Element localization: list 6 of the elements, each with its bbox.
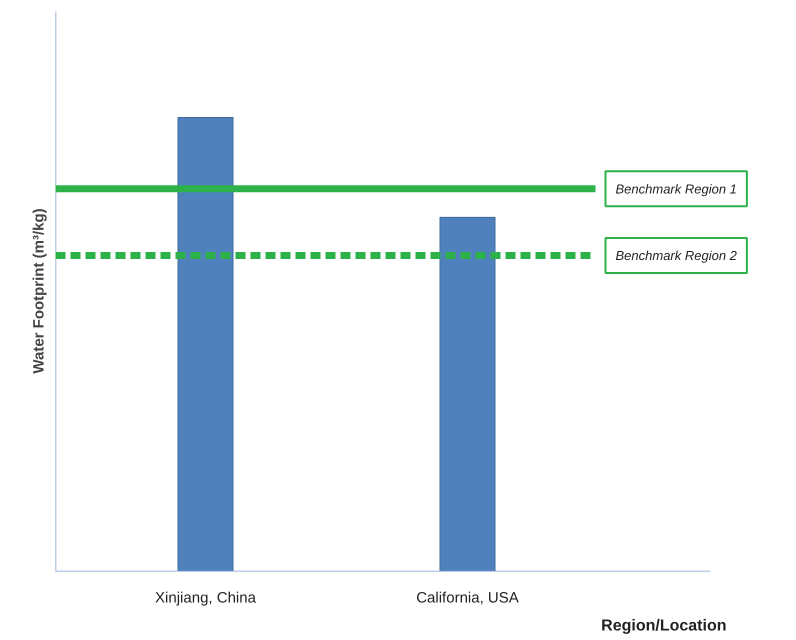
x-tick-label: Xinjiang, China [155, 590, 257, 606]
x-axis-title: Region/Location [601, 618, 726, 634]
x-tick-label: California, USA [416, 590, 519, 606]
y-axis-title: Water Footprint (m³/kg) [30, 208, 48, 374]
ref-line-label: Benchmark Region 2 [616, 248, 738, 264]
ref-line-label: Benchmark Region 1 [616, 181, 737, 196]
